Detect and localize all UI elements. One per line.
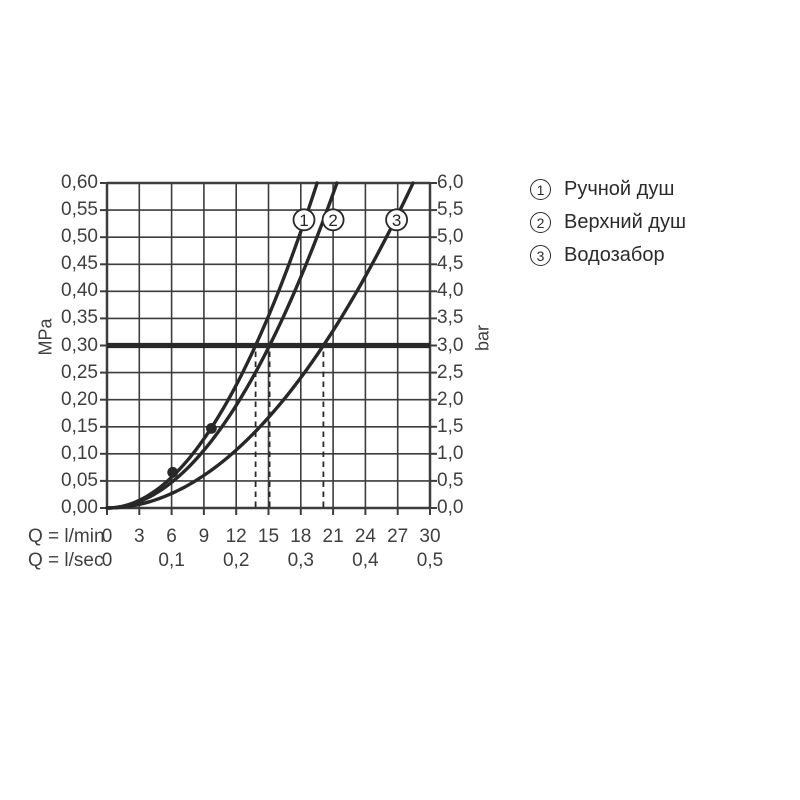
y-right-tick-label: 5,5 — [437, 199, 464, 221]
y-right-tick-label: 1,5 — [437, 415, 464, 437]
legend-item-2: 2 Верхний душ — [530, 206, 686, 239]
y-left-tick-label: 0,45 — [61, 253, 98, 275]
curve-3 — [105, 181, 415, 510]
y-left-tick-label: 0,30 — [61, 334, 98, 356]
x-lmin-tick-label: 24 — [354, 526, 376, 547]
legend: 1 Ручной душ 2 Верхний душ 3 Водозабор — [530, 173, 686, 272]
y-left-tick-label: 0,25 — [61, 361, 98, 383]
y-right-tick-label: 3,5 — [437, 307, 464, 329]
curve-label-circle-3 — [385, 208, 409, 232]
legend-circled-number-3: 3 — [530, 245, 551, 266]
x-lmin-tick-label: 15 — [257, 526, 280, 547]
x-lsec-tick-label: 0,1 — [158, 550, 185, 571]
x-lmin-tick-label: 0 — [101, 526, 113, 547]
legend-circled-number-1: 1 — [530, 179, 551, 200]
curve-label-circle-2 — [321, 208, 345, 232]
y-right-tick-label: 0,0 — [437, 497, 464, 518]
y-right-tick-label: 6,0 — [437, 172, 464, 193]
x-lmin-tick-label: 30 — [419, 526, 441, 547]
curve-2 — [105, 181, 339, 510]
legend-label-hand-shower: Ручной душ — [564, 178, 675, 200]
curve-label-number-3: 3 — [392, 211, 401, 230]
legend-label-overhead-shower: Верхний душ — [564, 211, 687, 233]
x-lsec-tick-label: 0,4 — [352, 550, 379, 571]
y-left-tick-label: 0,60 — [61, 172, 98, 193]
x-lmin-tick-label: 21 — [322, 526, 344, 547]
curve-label-number-2: 2 — [328, 211, 337, 230]
y-left-tick-label: 0,40 — [61, 280, 98, 302]
x-lmin-tick-label: 6 — [166, 526, 177, 547]
y-left-tick-label: 0,10 — [61, 442, 98, 464]
y-left-tick-label: 0,20 — [61, 388, 98, 410]
y-right-tick-label: 3,0 — [437, 334, 464, 356]
legend-circled-number-2: 2 — [530, 212, 551, 233]
flow-marker-dot — [167, 466, 179, 478]
y-left-tick-label: 0,05 — [61, 469, 98, 491]
legend-label-water-intake: Водозабор — [564, 244, 665, 266]
y-right-tick-label: 4,0 — [437, 280, 464, 302]
y-left-tick-label: 0,35 — [61, 307, 98, 329]
y-right-tick-label: 2,0 — [437, 388, 464, 410]
x-lmin-tick-label: 12 — [225, 526, 247, 547]
curve-label-circle-1 — [292, 208, 316, 232]
y-right-tick-label: 4,5 — [437, 253, 464, 275]
x-lsec-tick-label: 0,3 — [287, 550, 314, 571]
y-right-tick-label: 5,0 — [437, 226, 464, 248]
x-lsec-tick-label: 0,2 — [222, 550, 250, 571]
legend-item-1: 1 Ручной душ — [530, 173, 686, 206]
x-lsec-tick-label: 0 — [101, 550, 113, 571]
legend-item-3: 3 Водозабор — [530, 239, 686, 272]
y-right-tick-label: 2,5 — [437, 361, 464, 383]
y-left-tick-label: 0,15 — [61, 415, 98, 437]
y-left-tick-label: 0,50 — [61, 226, 98, 248]
x-lmin-tick-label: 18 — [290, 526, 312, 547]
x-lsec-tick-label: 0,5 — [416, 550, 444, 571]
x-axis-lmin-label: Q = l/min — [28, 526, 105, 547]
x-lmin-tick-label: 3 — [134, 526, 145, 547]
flow-marker-dot — [206, 423, 217, 434]
x-axis-lsec-label: Q = l/sec — [28, 550, 104, 571]
x-lmin-tick-label: 9 — [198, 526, 210, 547]
y-right-tick-label: 0,5 — [437, 469, 464, 491]
x-lmin-tick-label: 27 — [387, 526, 409, 547]
y-right-tick-label: 1,0 — [437, 442, 464, 464]
y-left-tick-label: 0,00 — [61, 497, 98, 518]
curve-label-number-1: 1 — [299, 211, 308, 230]
y-left-tick-label: 0,55 — [61, 199, 98, 221]
